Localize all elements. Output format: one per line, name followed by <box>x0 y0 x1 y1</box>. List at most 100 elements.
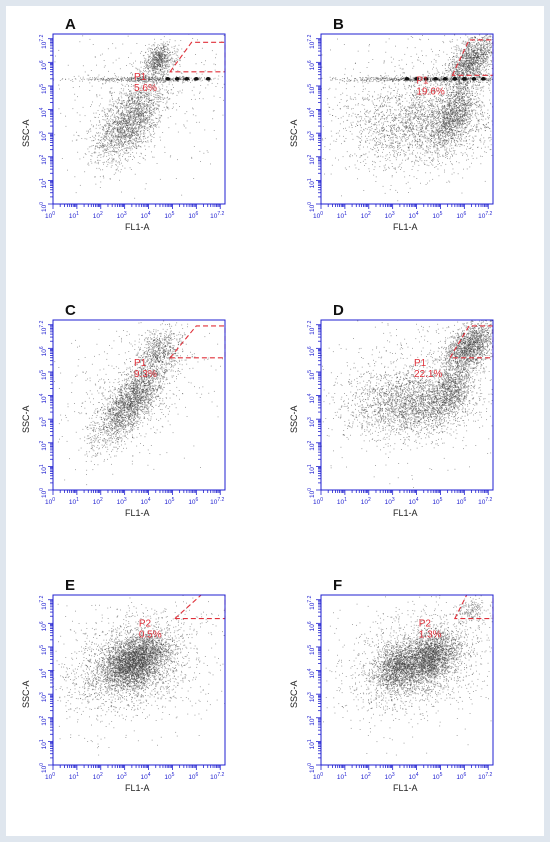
panel-a-event <box>151 126 153 128</box>
panel-a-event <box>91 140 93 142</box>
panel-a-event <box>147 73 149 75</box>
panel-a-event <box>123 122 125 124</box>
panel-a-event <box>158 48 159 49</box>
panel-a-event <box>108 128 109 130</box>
panel-a-event <box>123 135 125 136</box>
panel-a-event <box>157 78 159 80</box>
panel-a-event <box>147 66 149 67</box>
panel-b-event <box>365 153 367 155</box>
panel-a-event <box>173 64 175 66</box>
panel-b-event <box>407 115 409 117</box>
panel-a-event <box>143 93 145 95</box>
panel-b-event <box>386 134 388 136</box>
panel-a-y-tick-label-0: 100 <box>39 202 48 212</box>
panel-a-event <box>133 80 135 81</box>
panel-b-event <box>398 130 400 132</box>
panel-a-event <box>132 130 133 132</box>
panel-a-event <box>140 125 142 127</box>
panel-a-event <box>118 133 119 135</box>
panel-a-event <box>229 54 230 55</box>
panel-a-event <box>129 119 131 121</box>
panel-b-event <box>495 120 496 121</box>
panel-a-event <box>162 73 164 75</box>
panel-a-event <box>159 79 161 81</box>
panel-a-event <box>126 145 128 147</box>
panel-a-event <box>140 103 142 105</box>
panel-a-event <box>148 68 149 70</box>
panel-a-event <box>146 93 148 94</box>
panel-a-event <box>148 74 150 76</box>
panel-a-event <box>165 68 167 70</box>
panel-b-event <box>391 127 392 129</box>
panel-a-event <box>113 149 115 151</box>
panel-a-event <box>106 155 108 157</box>
panel-a-event <box>155 90 157 92</box>
panel-a-event <box>127 113 129 115</box>
panel-a-event <box>173 68 174 70</box>
panel-a-event <box>127 81 128 83</box>
panel-b-event <box>458 108 460 109</box>
panel-a-event <box>148 92 149 94</box>
panel-a-event <box>126 128 128 130</box>
panel-a-event <box>146 92 148 93</box>
panel-a-event <box>118 109 119 110</box>
panel-a-event <box>164 97 166 99</box>
panel-a-event <box>173 46 175 48</box>
panel-b-event <box>428 133 430 135</box>
panel-a-event <box>134 107 136 108</box>
panel-b-event <box>419 99 421 100</box>
panel-a-event <box>98 74 100 76</box>
panel-b-event <box>407 126 408 128</box>
panel-b-event <box>403 134 405 136</box>
panel-a-event <box>160 56 161 57</box>
panel-b-event <box>357 114 359 116</box>
panel-a-event <box>138 99 140 100</box>
panel-a-event <box>118 143 119 145</box>
panel-b-event <box>451 92 453 94</box>
panel-a-event <box>153 70 155 72</box>
panel-a-event <box>139 103 141 104</box>
panel-b-event <box>420 157 422 159</box>
panel-b-event <box>345 168 347 170</box>
panel-a-event <box>147 81 148 83</box>
panel-a-event <box>188 76 190 78</box>
panel-b-event <box>324 146 326 148</box>
panel-a-event <box>155 103 157 105</box>
panel-a-event <box>148 62 150 64</box>
panel-a-event <box>126 110 128 112</box>
panel-a-event <box>146 111 148 113</box>
panel-a-event <box>132 114 134 115</box>
panel-a-event <box>152 54 153 56</box>
panel-b-event <box>407 149 409 151</box>
panel-a-event <box>137 110 138 112</box>
panel-a-event <box>111 160 113 162</box>
panel-a-event <box>161 52 163 54</box>
panel-a-event <box>210 79 212 81</box>
panel-a-event <box>147 130 149 131</box>
panel-a-event <box>133 84 135 86</box>
panel-a-event <box>140 92 141 93</box>
panel-a-event <box>203 64 205 66</box>
panel-a-event <box>111 155 113 157</box>
panel-a-event <box>144 82 146 83</box>
panel-b-event <box>475 87 477 89</box>
panel-b-event <box>413 116 415 118</box>
panel-a-event <box>97 132 99 133</box>
panel-b-event <box>409 124 410 126</box>
panel-a-event <box>159 116 161 118</box>
panel-a-event <box>124 85 126 87</box>
panel-a-event <box>127 141 129 142</box>
panel-a-event <box>113 81 114 82</box>
panel-a-event <box>112 77 114 79</box>
panel-a-event <box>123 132 124 134</box>
panel-a-event <box>150 126 151 128</box>
panel-a-event <box>162 55 163 57</box>
panel-a-event <box>130 136 132 137</box>
panel-a-event <box>170 58 172 59</box>
panel-a-event <box>94 134 96 136</box>
panel-a-event <box>158 58 160 60</box>
panel-a-event <box>93 140 95 141</box>
panel-a-event <box>186 120 188 122</box>
panel-a-event <box>162 110 164 111</box>
panel-a-event <box>150 61 152 62</box>
